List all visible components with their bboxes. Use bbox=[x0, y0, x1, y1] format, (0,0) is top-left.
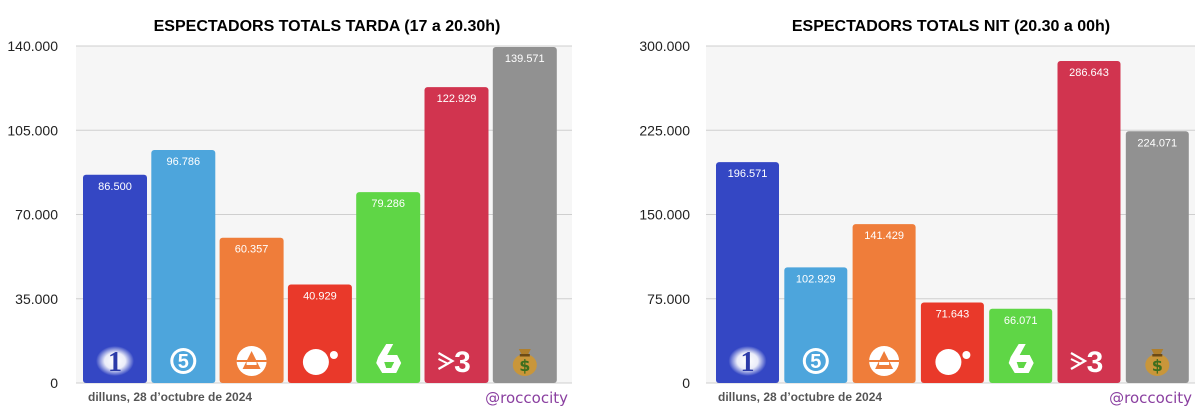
bar bbox=[716, 162, 779, 383]
cuatro-logo-icon bbox=[302, 349, 338, 375]
footer-credit: @roccocity bbox=[1109, 389, 1192, 407]
bar-group: 60.357 bbox=[219, 237, 284, 383]
bars: 196.571 1 102.929 5 141.429 71.643 66.071 286.6… bbox=[716, 61, 1189, 383]
bar bbox=[1057, 61, 1121, 383]
bar-value-label: 141.429 bbox=[864, 230, 904, 242]
bar-group: 122.929 3 bbox=[424, 87, 489, 383]
cuatro-logo-icon bbox=[935, 349, 971, 375]
bar-value-label: 60.357 bbox=[235, 244, 269, 256]
bar-value-label: 122.929 bbox=[437, 93, 477, 105]
bar-value-label: 79.286 bbox=[371, 198, 405, 210]
chart-title: ESPECTADORS TOTALS NIT (20.30 a 00h) bbox=[792, 18, 1110, 35]
bar bbox=[83, 174, 147, 383]
svg-text:1: 1 bbox=[108, 347, 122, 378]
antena3-logo-icon bbox=[869, 346, 900, 376]
money-bag-icon: $ bbox=[512, 349, 537, 376]
bar-group: 40.929 bbox=[287, 284, 352, 383]
lasexta-logo-icon bbox=[376, 344, 402, 373]
bar-value-label: 286.643 bbox=[1069, 67, 1109, 79]
chart-title: ESPECTADORS TOTALS TARDA (17 a 20.30h) bbox=[154, 18, 501, 35]
svg-text:$: $ bbox=[1152, 356, 1163, 375]
bar bbox=[1125, 131, 1189, 383]
bar bbox=[852, 224, 916, 383]
bar-value-label: 102.929 bbox=[796, 273, 836, 285]
la1-logo-icon: 1 bbox=[96, 346, 134, 378]
antena3-logo-icon bbox=[236, 346, 267, 376]
bar-group: 71.643 bbox=[920, 302, 984, 383]
telecinco-logo-icon: 5 bbox=[170, 348, 197, 374]
y-tick-label: 0 bbox=[50, 375, 58, 391]
telecinco-logo-icon: 5 bbox=[802, 348, 829, 374]
y-axis-ticks: 0 75.000 150.000 225.000 300.000 bbox=[639, 38, 690, 391]
y-tick-label: 75.000 bbox=[647, 291, 690, 307]
footer-date: dilluns, 28 d’octubre de 2024 bbox=[718, 390, 882, 404]
bar-value-label: 196.571 bbox=[728, 168, 768, 180]
lasexta-logo-icon bbox=[1008, 344, 1034, 373]
svg-text:3: 3 bbox=[1087, 346, 1104, 379]
chart-panel-tarda: ESPECTADORS TOTALS TARDA (17 a 20.30h) 0… bbox=[7, 18, 572, 407]
bar-group: 141.429 bbox=[852, 224, 916, 383]
bar bbox=[356, 192, 421, 383]
y-tick-label: 225.000 bbox=[639, 122, 690, 138]
bar-group: 196.571 1 bbox=[716, 162, 779, 383]
y-tick-label: 35.000 bbox=[15, 291, 58, 307]
tv3-logo-icon: 3 bbox=[1070, 346, 1104, 379]
bars: 86.500 1 96.786 5 60.357 40.929 79.286 122.929 3… bbox=[83, 47, 557, 384]
bar-group: 286.643 3 bbox=[1057, 61, 1121, 383]
y-tick-label: 0 bbox=[682, 375, 690, 391]
bar-value-label: 96.786 bbox=[166, 156, 200, 168]
bar-group: 102.929 5 bbox=[784, 267, 848, 383]
bar-group: 66.071 bbox=[989, 308, 1053, 383]
svg-text:$: $ bbox=[519, 356, 530, 375]
footer-credit: @roccocity bbox=[485, 389, 568, 407]
y-tick-label: 70.000 bbox=[15, 207, 58, 223]
footer-date: dilluns, 28 d’octubre de 2024 bbox=[88, 390, 252, 404]
bar bbox=[151, 150, 216, 383]
bar-value-label: 71.643 bbox=[936, 309, 970, 321]
bar-group: 96.786 5 bbox=[151, 150, 216, 383]
bar bbox=[784, 267, 848, 383]
svg-text:3: 3 bbox=[454, 346, 471, 379]
bar-group: 224.071 $ bbox=[1125, 131, 1189, 383]
y-tick-label: 150.000 bbox=[639, 207, 690, 223]
bar-value-label: 40.929 bbox=[303, 290, 337, 302]
bar bbox=[424, 87, 489, 383]
bar-group: 79.286 bbox=[356, 192, 421, 383]
bar-value-label: 86.500 bbox=[98, 181, 132, 193]
y-tick-label: 105.000 bbox=[7, 122, 58, 138]
svg-text:5: 5 bbox=[810, 351, 821, 373]
bar bbox=[492, 47, 557, 384]
bar-group: 139.571 $ bbox=[492, 47, 557, 384]
svg-text:1: 1 bbox=[741, 347, 755, 378]
bar bbox=[219, 237, 284, 383]
bar-value-label: 66.071 bbox=[1004, 315, 1038, 327]
y-tick-label: 300.000 bbox=[639, 38, 690, 54]
bar-group: 86.500 1 bbox=[83, 174, 147, 383]
money-bag-icon: $ bbox=[1145, 349, 1170, 376]
svg-text:5: 5 bbox=[178, 351, 189, 373]
la1-logo-icon: 1 bbox=[728, 346, 767, 378]
bar-value-label: 139.571 bbox=[505, 53, 545, 65]
y-axis-ticks: 0 35.000 70.000 105.000 140.000 bbox=[7, 38, 58, 391]
tv3-logo-icon: 3 bbox=[437, 346, 471, 379]
y-tick-label: 140.000 bbox=[7, 38, 58, 54]
chart-panel-nit: ESPECTADORS TOTALS NIT (20.30 a 00h) 0 75… bbox=[639, 18, 1195, 407]
bar-value-label: 224.071 bbox=[1137, 137, 1177, 149]
